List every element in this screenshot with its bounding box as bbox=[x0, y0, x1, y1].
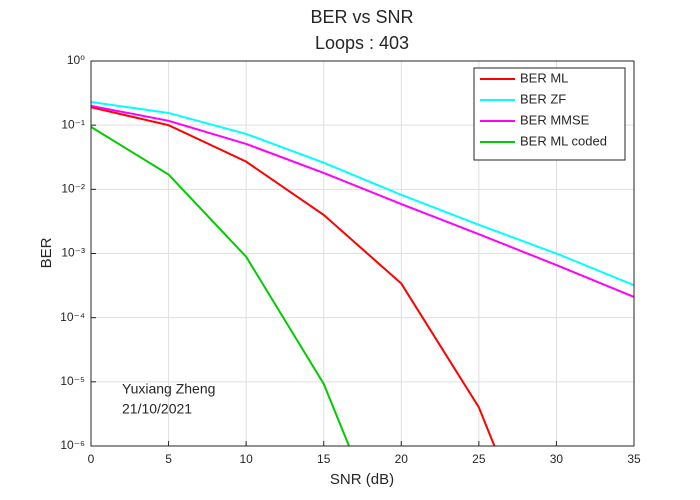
y-tick-label: 10⁻⁶ bbox=[60, 438, 85, 452]
y-tick-label: 10⁻² bbox=[61, 182, 85, 196]
y-tick-label: 10⁻¹ bbox=[61, 117, 85, 131]
x-tick-label: 35 bbox=[627, 452, 641, 466]
series-line bbox=[91, 104, 634, 298]
legend-label: BER ML bbox=[520, 70, 568, 85]
y-tick-label: 10⁻⁵ bbox=[60, 374, 85, 388]
y-axis-label: BER bbox=[38, 237, 55, 268]
series-line bbox=[91, 126, 351, 446]
legend-label: BER ML coded bbox=[520, 133, 607, 148]
x-tick-label: 25 bbox=[472, 452, 486, 466]
x-tick-label: 5 bbox=[165, 452, 172, 466]
legend-label: BER MMSE bbox=[520, 112, 590, 127]
lines bbox=[91, 100, 634, 446]
x-axis-label: SNR (dB) bbox=[330, 471, 394, 488]
legend-label: BER ZF bbox=[520, 91, 566, 106]
annotation: 21/10/2021 bbox=[122, 401, 192, 417]
x-tick-label: 15 bbox=[317, 452, 331, 466]
legend-box bbox=[473, 67, 626, 161]
x-tick-label: 10 bbox=[239, 452, 253, 466]
y-tick-label: 10⁻³ bbox=[61, 246, 85, 260]
chart-title: BER vs SNR bbox=[310, 7, 413, 27]
chart-subtitle: Loops : 403 bbox=[315, 33, 409, 53]
legend: BER ML BER ZF BER MMSE BER ML coded bbox=[473, 67, 626, 161]
annotation: Yuxiang Zheng bbox=[122, 381, 215, 397]
y-tick-label: 10⁰ bbox=[67, 53, 85, 67]
y-tick-label: 10⁻⁴ bbox=[60, 310, 85, 324]
x-tick-label: 0 bbox=[88, 452, 95, 466]
x-tick-label: 20 bbox=[395, 452, 409, 466]
series-line bbox=[91, 106, 496, 446]
ticks: 0 5 10 15 20 25 30 35 10⁻⁶ 10⁻⁵ 10⁻⁴ 10⁻³ 10⁻² 10⁻¹ 10… bbox=[60, 53, 641, 466]
series-line bbox=[91, 100, 634, 287]
x-tick-label: 30 bbox=[550, 452, 564, 466]
